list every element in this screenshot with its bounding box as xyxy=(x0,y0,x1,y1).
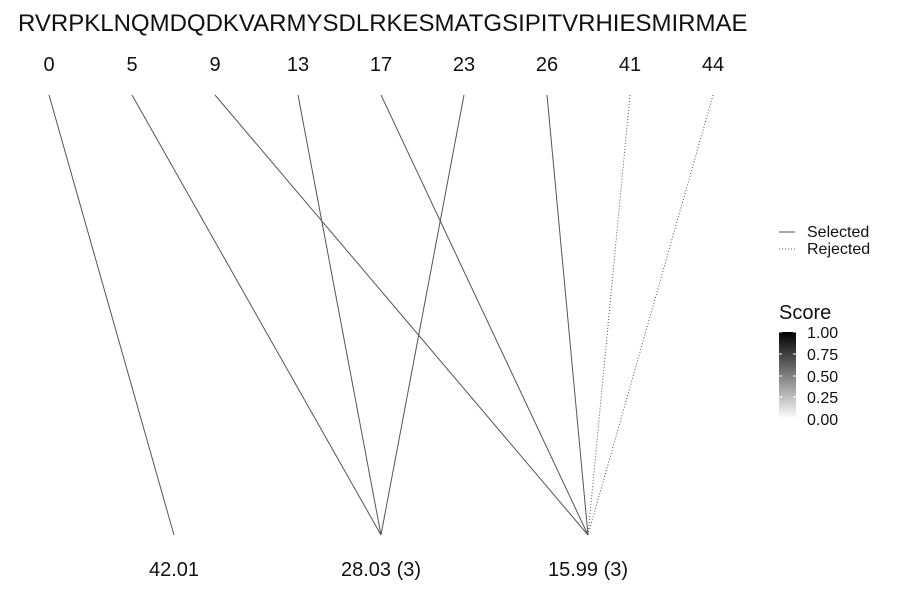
score-tick-label: 0.25 xyxy=(807,390,838,407)
score-colorbar-legend: Score 1.00 0.75 0.50 0.25 0.00 xyxy=(779,302,838,429)
score-tick-label: 0.00 xyxy=(807,412,838,429)
rejected-legend-label: Rejected xyxy=(807,241,870,258)
bottom-score-label: 15.99 (3) xyxy=(548,559,628,581)
selected-link-line xyxy=(380,94,465,536)
position-label: 13 xyxy=(287,54,309,76)
bottom-score-label: 28.03 (3) xyxy=(341,559,421,581)
selected-legend-label: Selected xyxy=(807,224,869,241)
selected-link-line xyxy=(131,94,382,536)
selected-link-line xyxy=(380,94,589,536)
position-label: 26 xyxy=(536,54,558,76)
bottom-score-labels: 42.01 28.03 (3) 15.99 (3) xyxy=(149,559,628,581)
rejected-link-line xyxy=(587,94,631,536)
position-label: 5 xyxy=(126,54,137,76)
position-label: 23 xyxy=(453,54,475,76)
score-legend-title: Score xyxy=(779,302,831,324)
position-label: 0 xyxy=(43,54,54,76)
score-tick-label: 0.50 xyxy=(807,369,838,386)
rejected-link-line xyxy=(587,94,714,536)
position-label: 41 xyxy=(619,54,641,76)
sequence-title: RVRPKLNQMDQDKVARMYSDLRKESMATGSIPITVRHIES… xyxy=(18,10,747,37)
selected-link-line xyxy=(214,94,589,536)
selected-link-line xyxy=(297,94,382,536)
score-tick-label: 0.75 xyxy=(807,347,838,364)
score-gradient-bar xyxy=(779,332,796,419)
selected-link-line xyxy=(48,94,175,536)
bottom-score-label: 42.01 xyxy=(149,559,199,581)
selected-link-line xyxy=(546,94,589,536)
position-label: 17 xyxy=(370,54,392,76)
top-position-labels: 0 5 9 13 17 23 26 41 44 xyxy=(43,54,724,76)
score-tick-label: 1.00 xyxy=(807,325,838,342)
selected-rejected-legend: Selected Rejected xyxy=(779,224,870,258)
links-layer xyxy=(48,94,714,536)
position-label: 44 xyxy=(702,54,724,76)
position-label: 9 xyxy=(209,54,220,76)
